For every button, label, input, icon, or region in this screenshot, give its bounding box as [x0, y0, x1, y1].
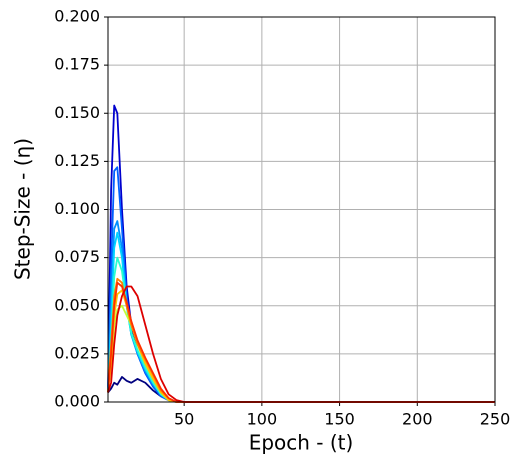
- line: [107, 277, 495, 403]
- line: [107, 289, 495, 403]
- line: [107, 104, 495, 403]
- x-tick-label: 100: [247, 410, 278, 429]
- line: [107, 220, 495, 403]
- x-tick-label: 50: [174, 410, 194, 429]
- x-tick-label: 150: [324, 410, 355, 429]
- line: [107, 281, 495, 403]
- x-axis-label: Epoch - (t): [249, 431, 354, 455]
- y-tick-label: 0.175: [54, 55, 100, 74]
- line: [107, 256, 495, 403]
- y-tick-label: 0.125: [54, 151, 100, 170]
- x-tick-label: 250: [480, 410, 511, 429]
- y-tick-label: 0.075: [54, 247, 100, 266]
- x-tick-label: 200: [402, 410, 433, 429]
- y-tick-label: 0.050: [54, 295, 100, 314]
- plot-frame: [107, 16, 496, 403]
- y-tick-label: 0.025: [54, 343, 100, 362]
- line: [107, 166, 495, 403]
- y-tick-label: 0.200: [54, 7, 100, 26]
- line: [107, 285, 495, 403]
- y-axis-label: Step-Size - (η): [11, 138, 35, 280]
- y-tick-label: 0.100: [54, 199, 100, 218]
- y-tick-label: 0.000: [54, 392, 100, 411]
- y-tick-label: 0.150: [54, 103, 100, 122]
